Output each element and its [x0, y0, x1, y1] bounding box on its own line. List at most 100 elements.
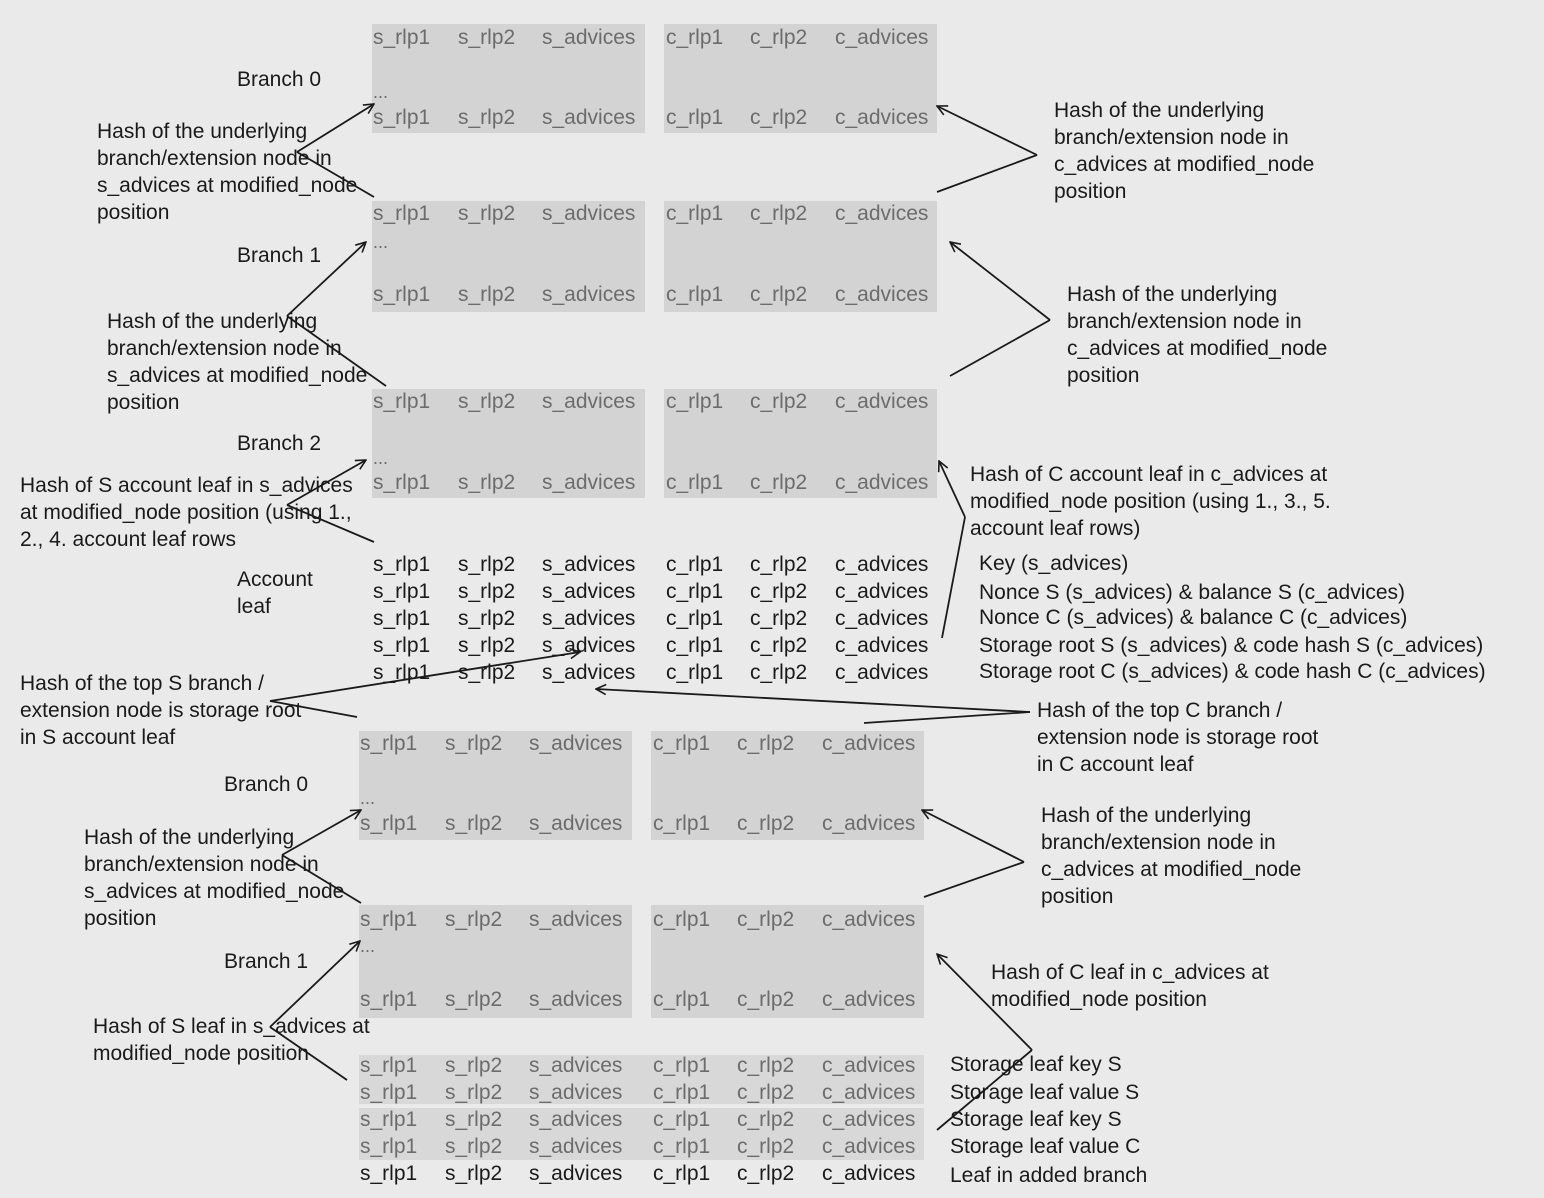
cell-c-rlp2: c_rlp2 [750, 390, 808, 413]
cell-s-rlp2: s_rlp2 [458, 580, 516, 603]
cell-s-advices: s_advices [542, 661, 636, 684]
arrow-line [922, 810, 1025, 863]
arrow-line [923, 861, 1025, 898]
cell-s-rlp2: s_rlp2 [445, 812, 503, 835]
cell-s-rlp2: s_rlp2 [458, 471, 516, 494]
cell-c-rlp2: c_rlp2 [737, 1081, 795, 1104]
cell-c-rlp2: c_rlp2 [737, 1054, 795, 1077]
cell-s-rlp2: s_rlp2 [458, 26, 516, 49]
storage-branch0-s-box [359, 731, 632, 840]
cell-c-rlp2: c_rlp2 [750, 26, 808, 49]
cell-s-rlp1: s_rlp1 [373, 580, 431, 603]
cell-s-rlp1: s_rlp1 [360, 1162, 418, 1185]
cell-s-advices: s_advices [542, 471, 636, 494]
storage-leaf-strip-1 [359, 1055, 924, 1104]
cell-s-advices: s_advices [542, 634, 636, 657]
storage-branch1-c-box [651, 905, 924, 1018]
cell-c-rlp1: c_rlp1 [653, 732, 711, 755]
cell-c-advices: c_advices [822, 1108, 916, 1131]
left-note-s-leaf-hash: Hash of S leaf in s_advices at modified_… [93, 1015, 370, 1065]
cell-s-rlp2: s_rlp2 [458, 553, 516, 576]
cell-c-rlp1: c_rlp1 [666, 634, 724, 657]
cell-s-rlp1: s_rlp1 [360, 988, 418, 1011]
right-note-branch0-hash: Hash of the underlying branch/extension … [1054, 99, 1315, 203]
cell-s-rlp1: s_rlp1 [360, 1135, 418, 1158]
storage-branch0-ellipsis: ... [360, 788, 376, 808]
cell-c-advices: c_advices [822, 908, 916, 931]
cell-c-advices: c_advices [835, 26, 929, 49]
cell-c-advices: c_advices [835, 202, 929, 225]
cell-s-advices: s_advices [542, 390, 636, 413]
cell-c-rlp1: c_rlp1 [653, 1135, 711, 1158]
cell-c-advices: c_advices [822, 1162, 916, 1185]
cell-c-rlp1: c_rlp1 [653, 1054, 711, 1077]
storage-row-desc-1: Storage leaf key S [950, 1053, 1122, 1076]
cell-c-rlp1: c_rlp1 [653, 812, 711, 835]
cell-c-advices: c_advices [822, 1054, 916, 1077]
branch2-c-box [664, 389, 937, 498]
cell-s-advices: s_advices [542, 26, 636, 49]
storage-branch1-label: Branch 1 [224, 950, 309, 973]
cell-s-rlp1: s_rlp1 [373, 283, 431, 306]
cell-s-rlp2: s_rlp2 [445, 732, 503, 755]
cell-c-rlp2: c_rlp2 [750, 634, 808, 657]
account-leaf-label-line1: Account [237, 568, 313, 591]
left-note-s-account-leaf-hash: Hash of S account leaf in s_advices at m… [20, 474, 353, 551]
cell-c-rlp1: c_rlp1 [653, 988, 711, 1011]
storage-row-desc-5: Leaf in added branch [950, 1164, 1148, 1187]
storage-row-desc-3: Storage leaf key S [950, 1108, 1122, 1131]
cell-c-advices: c_advices [835, 553, 929, 576]
cell-s-rlp2: s_rlp2 [445, 1135, 503, 1158]
cell-s-rlp2: s_rlp2 [445, 1162, 503, 1185]
cell-c-advices: c_advices [835, 580, 929, 603]
right-note-top-c-storage-root: Hash of the top C branch / extension nod… [1037, 699, 1319, 776]
cell-c-advices: c_advices [835, 471, 929, 494]
cell-s-rlp2: s_rlp2 [445, 1108, 503, 1131]
branch0-label: Branch 0 [237, 68, 322, 91]
right-note-c-leaf-hash: Hash of C leaf in c_advices at modified_… [991, 961, 1269, 1011]
cell-s-rlp2: s_rlp2 [458, 390, 516, 413]
cell-s-advices: s_advices [529, 1135, 623, 1158]
cell-s-rlp1: s_rlp1 [360, 732, 418, 755]
branch2-label: Branch 2 [237, 432, 322, 455]
cell-s-rlp1: s_rlp1 [373, 390, 431, 413]
right-note-c-account-leaf-hash: Hash of C account leaf in c_advices at m… [970, 463, 1331, 540]
cell-c-rlp1: c_rlp1 [666, 580, 724, 603]
left-note-branch1-hash: Hash of the underlying branch/extension … [107, 310, 368, 414]
arrow-line [949, 319, 1051, 377]
cell-s-advices: s_advices [542, 106, 636, 129]
cell-s-rlp1: s_rlp1 [373, 471, 431, 494]
branch0-c-box [664, 24, 937, 133]
arrow-line [937, 106, 1038, 156]
right-note-storage-branch0-hash: Hash of the underlying branch/extension … [1041, 804, 1302, 908]
cell-s-advices: s_advices [529, 1081, 623, 1104]
cell-c-advices: c_advices [822, 812, 916, 835]
account-row-desc-1: Key (s_advices) [979, 552, 1129, 575]
cell-s-rlp1: s_rlp1 [360, 812, 418, 835]
branch0-ellipsis: ... [373, 82, 389, 102]
cell-c-rlp1: c_rlp1 [666, 202, 724, 225]
cell-s-rlp1: s_rlp1 [373, 106, 431, 129]
cell-c-rlp1: c_rlp1 [666, 661, 724, 684]
cell-c-rlp1: c_rlp1 [666, 471, 724, 494]
arrow-line [936, 154, 1038, 193]
cell-c-advices: c_advices [835, 661, 929, 684]
cell-c-advices: c_advices [835, 283, 929, 306]
cell-s-advices: s_advices [529, 988, 623, 1011]
cell-c-rlp2: c_rlp2 [750, 106, 808, 129]
cell-c-rlp2: c_rlp2 [750, 607, 808, 630]
branch1-c-box [664, 201, 937, 312]
storage-leaf-strip-2 [359, 1108, 924, 1160]
cell-c-rlp2: c_rlp2 [737, 1108, 795, 1131]
cell-s-rlp1: s_rlp1 [373, 202, 431, 225]
cell-c-advices: c_advices [822, 1135, 916, 1158]
cell-c-rlp1: c_rlp1 [653, 1162, 711, 1185]
cell-s-rlp2: s_rlp2 [458, 202, 516, 225]
storage-row-desc-2: Storage leaf value S [950, 1081, 1140, 1104]
cell-c-rlp2: c_rlp2 [750, 553, 808, 576]
cell-c-rlp2: c_rlp2 [737, 1162, 795, 1185]
branch2-ellipsis: ... [373, 448, 389, 468]
branch0-s-box [372, 24, 645, 133]
cell-s-rlp2: s_rlp2 [445, 1081, 503, 1104]
cell-c-advices: c_advices [835, 634, 929, 657]
